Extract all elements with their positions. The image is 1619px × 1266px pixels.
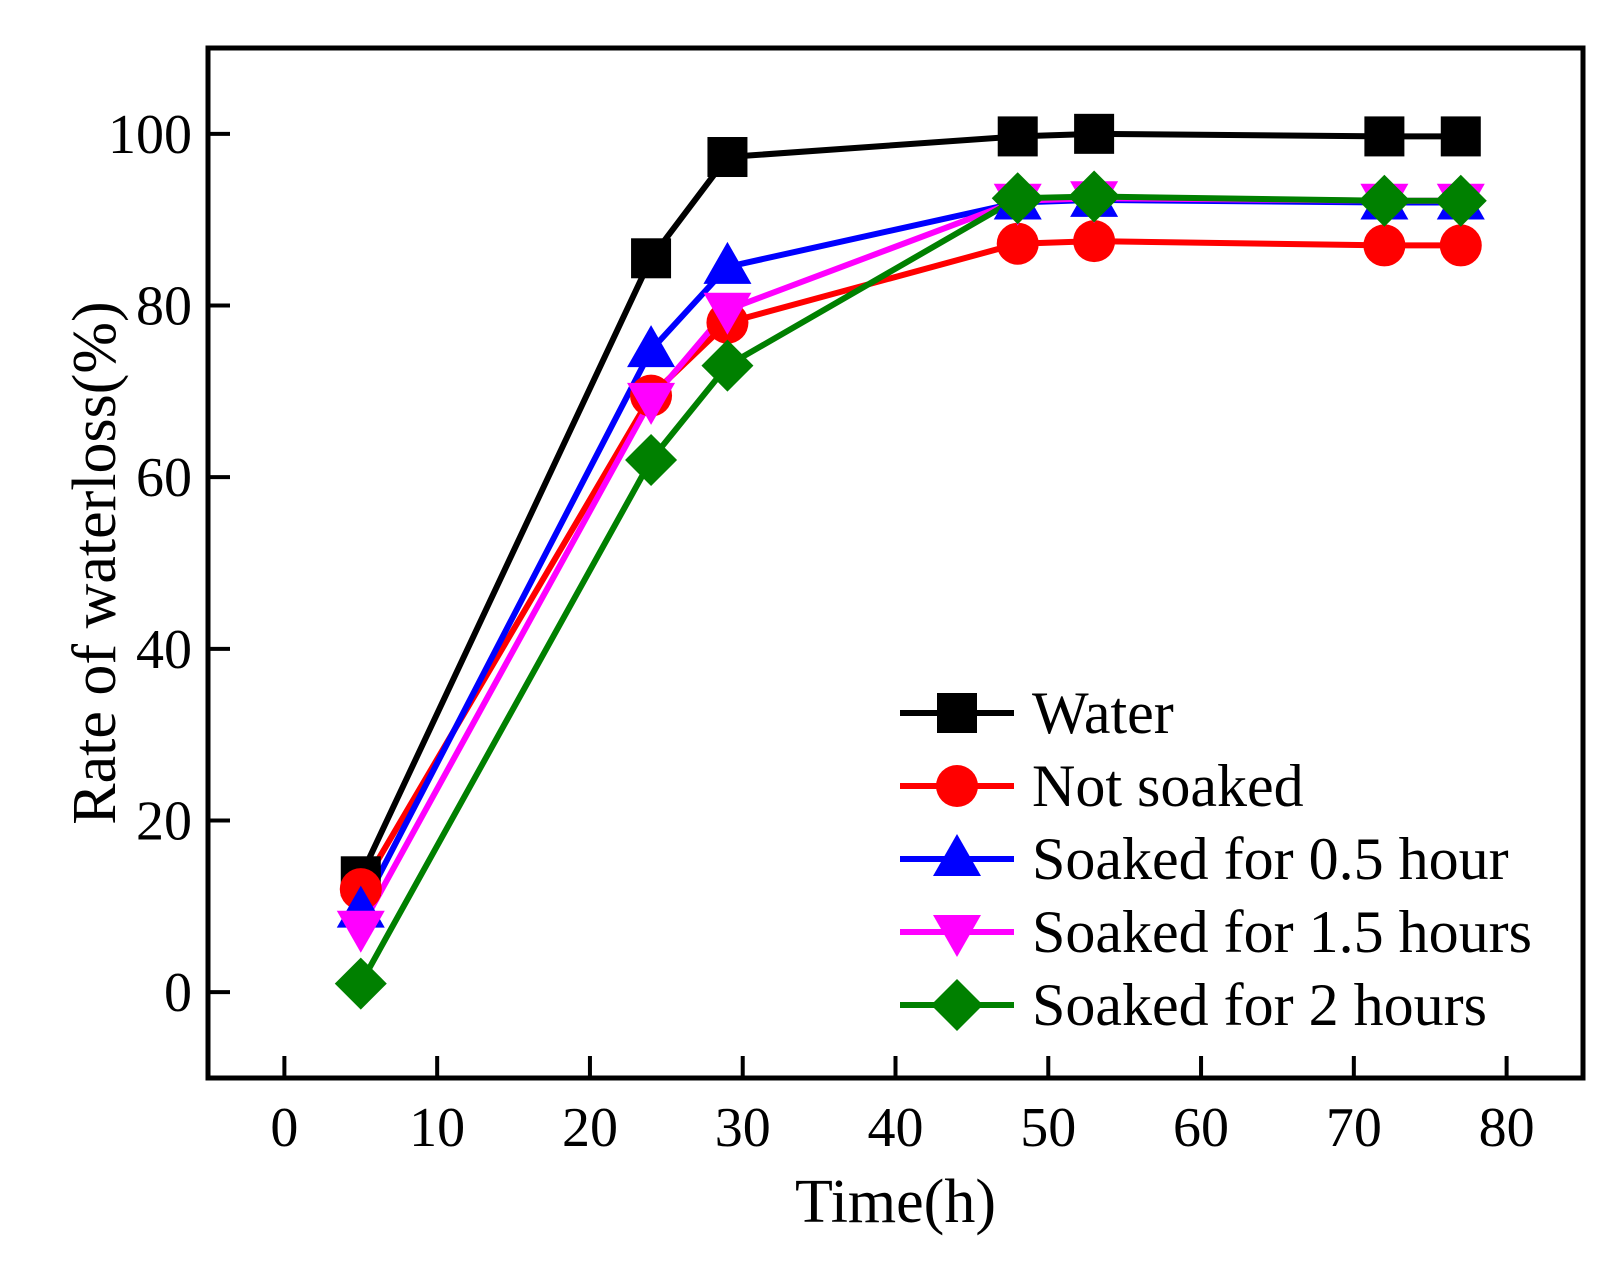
y-tick-label: 40 [136, 619, 192, 681]
x-tick-label: 40 [868, 1097, 924, 1159]
data-point-4 [991, 172, 1044, 225]
legend-marker-2 [933, 834, 981, 876]
data-point-0 [707, 137, 748, 178]
y-tick-label: 80 [136, 276, 192, 338]
y-tick-label: 60 [136, 447, 192, 509]
legend-marker-4 [931, 979, 983, 1031]
legend-label-2: Soaked for 0.5 hour [1032, 826, 1509, 892]
data-point-4 [1068, 170, 1121, 223]
data-point-2 [703, 241, 752, 284]
axis-ticks: 0 10 20 30 40 50 60 70 80 0 20 40 60 80 100 [108, 104, 1535, 1159]
x-tick-label: 10 [409, 1097, 465, 1159]
data-point-1 [1439, 224, 1482, 267]
x-tick-label: 0 [270, 1097, 298, 1159]
x-tick-label: 80 [1479, 1097, 1535, 1159]
data-point-1 [1073, 220, 1116, 263]
x-tick-label: 60 [1173, 1097, 1229, 1159]
legend-marker-3 [933, 915, 981, 957]
data-point-4 [1358, 174, 1411, 227]
x-tick-label: 50 [1020, 1097, 1076, 1159]
data-point-1 [996, 222, 1039, 265]
data-point-2 [627, 325, 676, 368]
legend: Water Not soaked Soaked for 0.5 hour Soaked… [900, 680, 1532, 1038]
data-point-3 [336, 910, 385, 953]
data-point-4 [1434, 174, 1487, 227]
data-point-0 [1440, 116, 1481, 157]
data-point-0 [997, 116, 1038, 157]
x-tick-label: 20 [562, 1097, 618, 1159]
data-point-3 [627, 382, 676, 425]
data-point-4 [701, 339, 754, 392]
legend-label-0: Water [1032, 680, 1174, 746]
y-tick-label: 100 [108, 104, 192, 166]
x-tick-label: 70 [1326, 1097, 1382, 1159]
plot-frame [205, 45, 1586, 1081]
x-tick-label: 30 [715, 1097, 771, 1159]
data-point-1 [1363, 224, 1406, 267]
data-point-4 [625, 434, 678, 486]
legend-label-3: Soaked for 1.5 hours [1032, 899, 1532, 965]
x-axis-title: Time(h) [795, 1168, 996, 1236]
y-axis-title: Rate of waterloss(%) [61, 301, 129, 824]
legend-marker-1 [936, 765, 978, 807]
series-layer [334, 113, 1487, 1010]
legend-marker-0 [937, 693, 977, 733]
data-point-0 [1364, 116, 1405, 157]
data-point-0 [631, 238, 672, 279]
data-point-3 [703, 292, 752, 335]
y-tick-label: 0 [164, 962, 192, 1024]
y-tick-label: 20 [136, 791, 192, 853]
legend-label-4: Soaked for 2 hours [1032, 972, 1487, 1038]
data-point-0 [1074, 113, 1115, 154]
data-point-4 [334, 957, 387, 1010]
legend-label-1: Not soaked [1032, 753, 1304, 819]
